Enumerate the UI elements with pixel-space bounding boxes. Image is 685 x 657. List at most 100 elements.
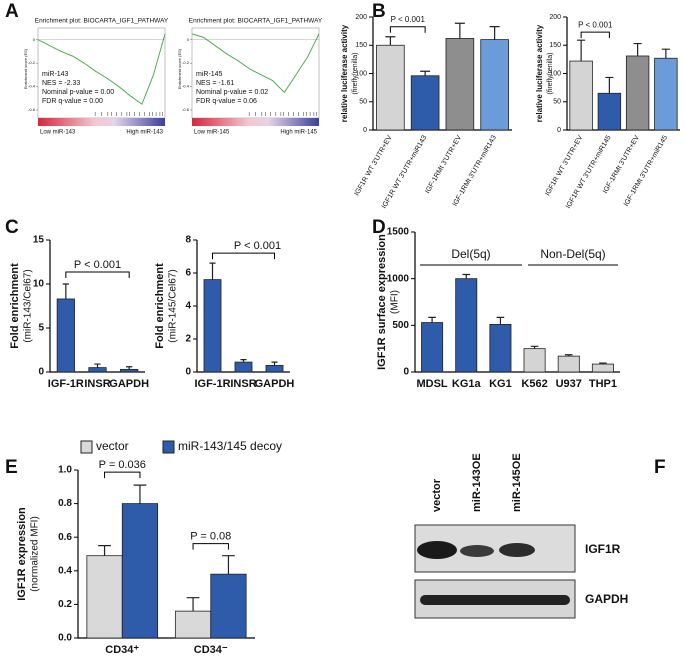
error-bar bbox=[271, 361, 278, 366]
bar bbox=[210, 573, 247, 639]
error-bar bbox=[605, 76, 614, 94]
bar bbox=[591, 363, 614, 373]
low-label: Low miR-143 bbox=[40, 130, 76, 136]
x-tick-label: INSR bbox=[84, 378, 110, 390]
stat-text: NES = -1.61 bbox=[196, 80, 234, 87]
y-axis-label: (miR-145/Cel67) bbox=[168, 269, 179, 342]
y-tick-label: 2 bbox=[185, 334, 191, 345]
error-bar bbox=[94, 363, 101, 368]
error-bar bbox=[126, 366, 133, 370]
blot-band bbox=[417, 541, 457, 559]
y-axis-label: relative luciferase activity bbox=[535, 24, 544, 122]
blot-band bbox=[460, 545, 494, 557]
y-tick-label: 0.8 bbox=[58, 498, 72, 509]
y-tick-label: 0.0 bbox=[58, 633, 72, 644]
y-tick-label: 1500 bbox=[387, 227, 410, 238]
error-bar bbox=[62, 283, 69, 299]
lane-label: miR-145OE bbox=[511, 453, 523, 512]
annotation: P < 0.001 bbox=[74, 259, 121, 271]
x-tick-label: IGF-1R bbox=[48, 378, 84, 390]
bar bbox=[523, 348, 546, 373]
error-bar bbox=[428, 316, 436, 323]
error-bar bbox=[661, 48, 670, 59]
error-bar bbox=[564, 354, 573, 357]
bar bbox=[174, 610, 212, 639]
y-axis-label: Enrichment score (ES) bbox=[177, 48, 182, 89]
bar bbox=[654, 57, 678, 131]
x-tick-label: GAPDH bbox=[255, 378, 295, 390]
bar bbox=[421, 322, 444, 373]
y-tick-label: 0 bbox=[38, 367, 44, 378]
bar bbox=[489, 323, 512, 373]
group-label: Non-Del(5q) bbox=[540, 247, 605, 261]
annotation: P < 0.001 bbox=[578, 20, 613, 29]
bar bbox=[234, 361, 253, 373]
legend-swatch bbox=[162, 440, 175, 454]
bar bbox=[376, 44, 405, 131]
y-tick-label: 50 bbox=[359, 99, 367, 106]
x-tick-label: INSR bbox=[230, 378, 256, 390]
plot-title: Enrichment plot: BIOCARTA_IGF1_PATHWAY bbox=[189, 18, 323, 25]
panel-letter: D bbox=[372, 217, 386, 238]
annotation: P < 0.001 bbox=[234, 240, 281, 252]
error-bar bbox=[420, 70, 431, 76]
y-tick-label: -0.4 bbox=[28, 84, 36, 89]
bracket bbox=[212, 252, 275, 260]
stat-text: NES = -2.33 bbox=[42, 80, 80, 87]
error-bar bbox=[385, 36, 396, 46]
y-tick-label: -0.2 bbox=[28, 60, 36, 65]
annotation: P < 0.001 bbox=[391, 15, 426, 24]
y-axis-label: Enrichment score (ES) bbox=[23, 48, 28, 89]
x-tick-label: K562 bbox=[521, 378, 547, 390]
annotation: P = 0.036 bbox=[99, 459, 146, 471]
y-tick-label: 150 bbox=[355, 42, 367, 49]
y-axis-label: (MFI) bbox=[390, 290, 401, 314]
lane-label: miR-143OE bbox=[471, 453, 483, 512]
bar bbox=[86, 555, 123, 639]
error-bar bbox=[222, 555, 235, 575]
low-label: Low miR-145 bbox=[194, 130, 230, 136]
y-tick-label: 5 bbox=[38, 323, 44, 334]
stat-text: FDR q-value = 0.00 bbox=[42, 98, 103, 105]
bar bbox=[88, 367, 107, 373]
y-tick-label: 6 bbox=[185, 268, 191, 279]
y-tick-label: 200 bbox=[355, 14, 367, 21]
y-tick-label: 4 bbox=[185, 301, 191, 312]
y-tick-label: 0.6 bbox=[58, 532, 72, 543]
error-bar bbox=[633, 42, 642, 56]
rank-heatmap bbox=[192, 118, 319, 126]
x-tick-label: THP1 bbox=[589, 378, 617, 390]
stat-text: miR-143 bbox=[42, 71, 69, 78]
bar bbox=[265, 364, 284, 373]
y-axis-label: relative luciferase activity bbox=[340, 24, 349, 122]
bar bbox=[410, 75, 440, 131]
bar bbox=[569, 60, 593, 131]
band-label: IGF1R bbox=[585, 542, 621, 556]
error-bar bbox=[133, 484, 147, 504]
bracket bbox=[104, 471, 141, 479]
enrichment-line bbox=[191, 33, 320, 94]
y-tick-label: 0 bbox=[185, 367, 191, 378]
y-tick-label: 0 bbox=[557, 127, 561, 134]
bar bbox=[120, 368, 139, 373]
error-bar bbox=[462, 273, 471, 279]
y-tick-label: 0 bbox=[187, 37, 190, 42]
high-label: High miR-143 bbox=[126, 130, 163, 136]
bracket bbox=[192, 543, 229, 550]
stat-text: Nominal p-value = 0.00 bbox=[42, 89, 114, 96]
stat-text: miR-145 bbox=[196, 71, 223, 78]
x-tick-label: CD34⁺ bbox=[105, 644, 139, 656]
y-tick-label: 1.0 bbox=[58, 465, 72, 476]
y-tick-label: 0 bbox=[363, 127, 367, 134]
bracket bbox=[65, 271, 130, 278]
stat-text: FDR q-value = 0.06 bbox=[196, 98, 257, 105]
error-bar bbox=[489, 26, 500, 40]
bracket bbox=[389, 26, 426, 33]
error-bar bbox=[454, 22, 465, 39]
y-tick-label: 0.2 bbox=[58, 599, 72, 610]
x-tick-label: KG1 bbox=[489, 378, 512, 390]
bar bbox=[56, 298, 75, 373]
bar bbox=[597, 92, 622, 131]
y-tick-label: 0 bbox=[403, 367, 409, 378]
annotation: P = 0.08 bbox=[190, 531, 231, 543]
